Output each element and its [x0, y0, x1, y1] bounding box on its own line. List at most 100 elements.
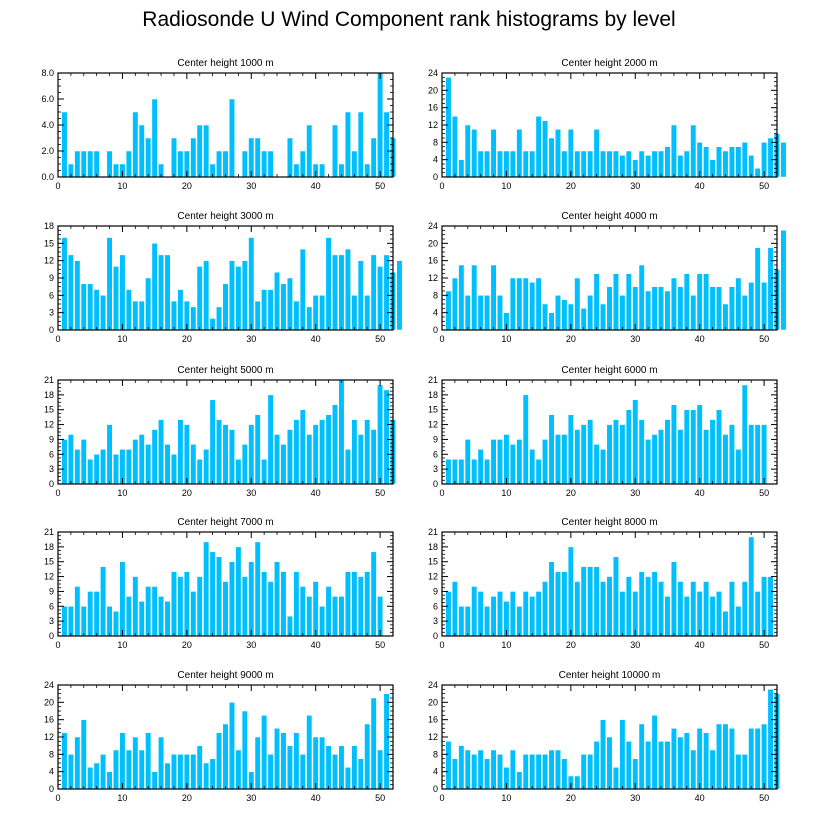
bar [748, 282, 755, 331]
bar [574, 277, 581, 331]
bar [509, 749, 516, 790]
bar [593, 444, 600, 485]
panel-title: Center height 9000 m [177, 670, 273, 681]
ytick-label: 12 [428, 273, 438, 283]
bar [554, 571, 561, 637]
panel-6: Center height 6000 m 0 3 6 9 12 15 18 21 0 10 20 30 4… [428, 365, 778, 498]
bar [619, 424, 626, 485]
bar [261, 715, 268, 790]
bar [471, 458, 478, 485]
ytick-label: 12 [428, 420, 438, 430]
bar [567, 546, 574, 637]
bar [325, 745, 332, 790]
bar [651, 434, 658, 485]
xtick-label: 10 [501, 793, 511, 803]
bar [593, 566, 600, 637]
bar [728, 581, 735, 637]
bar [490, 439, 497, 485]
bar [735, 449, 742, 485]
bar [151, 771, 158, 790]
bar [748, 155, 755, 178]
bar [74, 260, 81, 331]
bar [703, 273, 710, 331]
xtick-label: 10 [501, 334, 511, 344]
bar [261, 458, 268, 485]
bar [274, 728, 281, 790]
bar [254, 414, 261, 485]
bar [383, 693, 390, 790]
xtick-label: 40 [695, 334, 705, 344]
bar [683, 150, 690, 178]
bar [587, 754, 594, 790]
bar [67, 254, 74, 331]
bar [344, 248, 351, 331]
bar [209, 399, 216, 485]
bar [754, 591, 761, 637]
bar [248, 561, 255, 637]
ytick-label: 15 [44, 238, 54, 248]
ytick-label: 3 [49, 616, 54, 626]
bar [754, 424, 761, 485]
bar [716, 723, 722, 790]
bar [677, 286, 684, 331]
bar [529, 596, 536, 637]
bar [503, 434, 510, 485]
bar [125, 289, 132, 331]
xtick-label: 50 [759, 640, 769, 650]
ytick-label: 15 [44, 405, 54, 415]
ytick-label: 20 [428, 85, 438, 95]
bar [548, 137, 555, 178]
bar [767, 689, 774, 790]
bar [216, 732, 223, 790]
bar [477, 749, 484, 790]
bar [716, 409, 722, 485]
bar [477, 591, 484, 637]
xtick-label: 10 [117, 793, 127, 803]
bar [741, 581, 748, 637]
bar [164, 762, 171, 790]
bar [93, 454, 100, 485]
bar [87, 458, 94, 485]
bar [158, 419, 165, 485]
bar [332, 596, 338, 637]
bar [516, 439, 523, 485]
ytick-label: 0 [49, 325, 54, 335]
bar [651, 286, 658, 331]
bar [370, 551, 377, 637]
bar [670, 277, 677, 331]
xtick-label: 10 [501, 488, 511, 498]
xtick-label: 30 [630, 181, 640, 191]
bar [267, 581, 274, 637]
ytick-label: 8 [433, 749, 438, 759]
bar [113, 454, 119, 485]
bar [80, 719, 87, 790]
ytick-label: 9 [433, 434, 438, 444]
bar [690, 749, 697, 790]
panel-title: Center height 8000 m [561, 517, 657, 528]
bar [464, 295, 471, 331]
ytick-label: 8 [433, 290, 438, 300]
bar [638, 419, 645, 485]
bar [299, 150, 306, 178]
bar [561, 299, 568, 331]
ytick-label: 16 [428, 103, 438, 113]
ytick-label: 21 [44, 527, 54, 537]
xtick-label: 20 [566, 181, 576, 191]
xtick-label: 40 [695, 793, 705, 803]
bar [606, 576, 613, 637]
ytick-label: 0 [433, 784, 438, 794]
bar [344, 449, 351, 485]
bar [522, 754, 529, 790]
bar [471, 754, 478, 790]
bar [222, 150, 229, 178]
bar [203, 762, 210, 790]
bar [458, 159, 465, 178]
bar [703, 429, 710, 485]
bar [638, 150, 645, 178]
bar [119, 254, 126, 331]
bar [554, 434, 561, 485]
bar [670, 124, 677, 178]
bar [293, 163, 300, 178]
ytick-label: 4.0 [41, 120, 54, 130]
